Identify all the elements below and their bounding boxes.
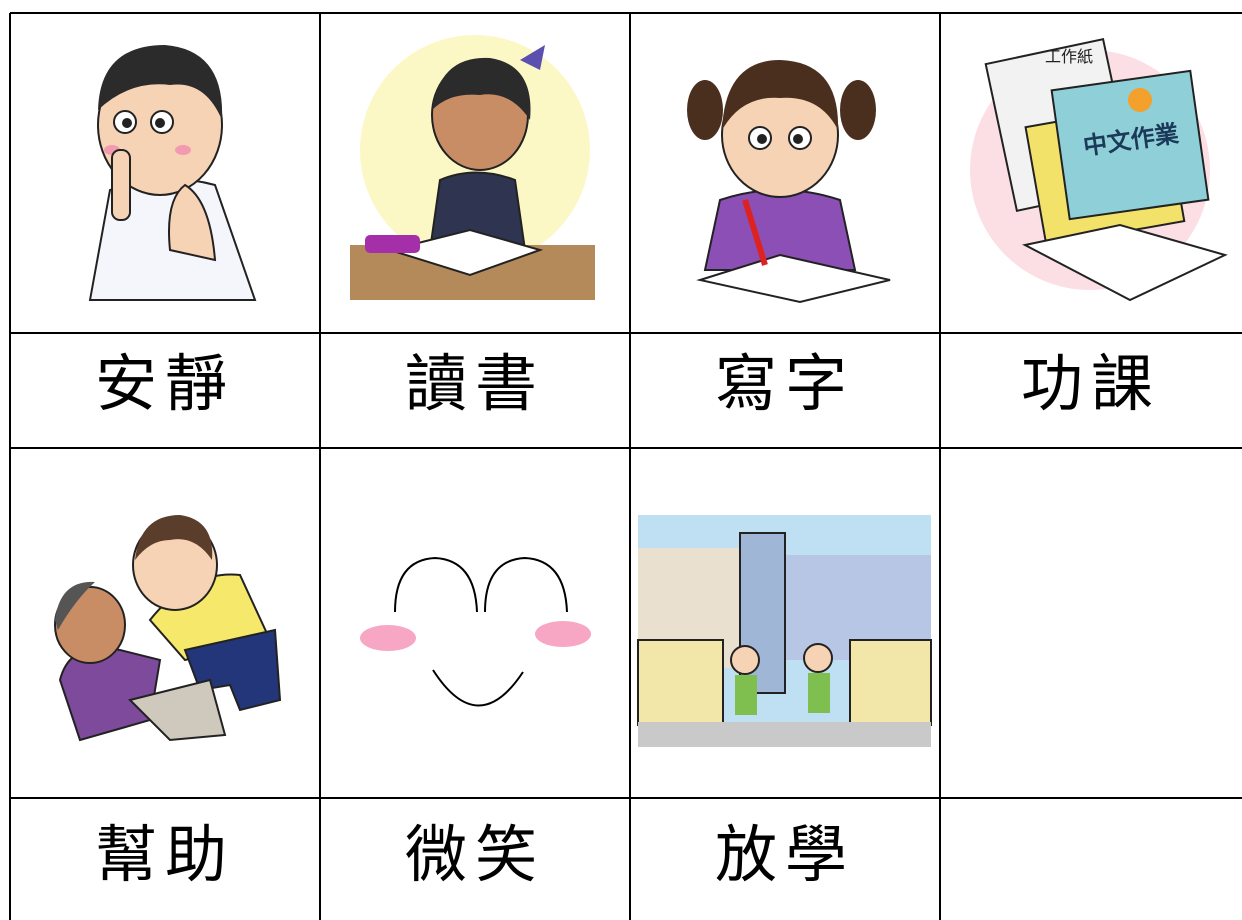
table-lines	[9, 12, 1242, 920]
sheet-label: 工作紙	[1045, 48, 1093, 66]
illustration-reading	[350, 35, 595, 300]
word-label: 功課	[1021, 351, 1161, 419]
word-label: 幫助	[95, 822, 235, 890]
word-label: 寫字	[715, 351, 855, 419]
illustration-quiet	[88, 45, 257, 301]
illustration-homework: 工作紙 中文作業	[970, 37, 1228, 302]
illustration-helping	[54, 515, 282, 742]
illustration-smile	[360, 556, 591, 707]
word-label: 放學	[715, 822, 855, 890]
word-label: 微笑	[405, 822, 545, 890]
word-label: 讀書	[405, 351, 545, 419]
word-label: 安靜	[95, 351, 235, 419]
illustration-writing	[687, 60, 891, 304]
illustration-school-out	[637, 515, 932, 747]
